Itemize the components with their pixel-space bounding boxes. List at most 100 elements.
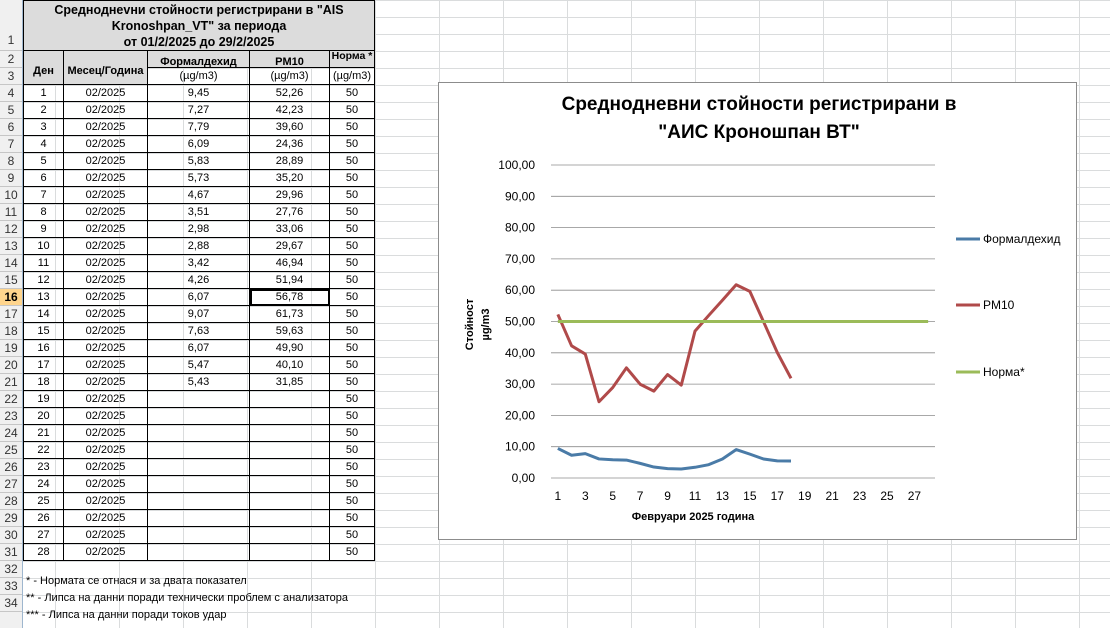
column-header-month[interactable]: Месец/Година: [64, 51, 148, 85]
cell-n[interactable]: 50: [330, 391, 375, 408]
cell-month[interactable]: 02/2025: [64, 85, 148, 102]
cell-day[interactable]: 1: [23, 85, 64, 102]
cell-f[interactable]: 4,67: [148, 187, 250, 204]
cell-pm[interactable]: 40,10: [250, 357, 330, 374]
cell-n[interactable]: 50: [330, 119, 375, 136]
cell-day[interactable]: 9: [23, 221, 64, 238]
cell-n[interactable]: 50: [330, 459, 375, 476]
cell-day[interactable]: 23: [23, 459, 64, 476]
cell-n[interactable]: 50: [330, 425, 375, 442]
row-number[interactable]: 14: [0, 255, 22, 272]
cell-f[interactable]: 6,07: [148, 340, 250, 357]
cell-f[interactable]: 9,45: [148, 85, 250, 102]
cell-f[interactable]: 5,73: [148, 170, 250, 187]
row-number[interactable]: 7: [0, 136, 22, 153]
cell-day[interactable]: 15: [23, 323, 64, 340]
cell-f[interactable]: 3,51: [148, 204, 250, 221]
cell-n[interactable]: 50: [330, 272, 375, 289]
cell-pm[interactable]: [250, 476, 330, 493]
cell-n[interactable]: 50: [330, 153, 375, 170]
cell-f[interactable]: [148, 425, 250, 442]
cell-pm[interactable]: [250, 493, 330, 510]
cell-month[interactable]: 02/2025: [64, 204, 148, 221]
cell-n[interactable]: 50: [330, 289, 375, 306]
cell-pm[interactable]: 46,94: [250, 255, 330, 272]
line-chart[interactable]: Среднодневни стойности регистрирани в "А…: [438, 82, 1077, 540]
row-header-column[interactable]: 1 2 3 4 5 6 7 8 9 10 11 12 13 14 15 16 17 18 19 20 21 22 23 24 2…: [0, 0, 23, 628]
cell-pm[interactable]: 56,78: [250, 289, 330, 306]
row-number[interactable]: 21: [0, 374, 22, 391]
cell-month[interactable]: 02/2025: [64, 102, 148, 119]
cell-day[interactable]: 16: [23, 340, 64, 357]
cell-day[interactable]: 6: [23, 170, 64, 187]
cell-day[interactable]: 8: [23, 204, 64, 221]
row-number[interactable]: 6: [0, 119, 22, 136]
cell-pm[interactable]: [250, 527, 330, 544]
cell-day[interactable]: 24: [23, 476, 64, 493]
cell-pm[interactable]: [250, 544, 330, 561]
cell-f[interactable]: 5,83: [148, 153, 250, 170]
row-number[interactable]: 23: [0, 408, 22, 425]
row-number[interactable]: 8: [0, 153, 22, 170]
cell-f[interactable]: [148, 476, 250, 493]
cell-day[interactable]: 27: [23, 527, 64, 544]
cell-month[interactable]: 02/2025: [64, 510, 148, 527]
row-number[interactable]: 26: [0, 459, 22, 476]
unit-formaldehyde[interactable]: (µg/m3): [148, 68, 250, 85]
cell-month[interactable]: 02/2025: [64, 476, 148, 493]
row-number[interactable]: 3: [0, 68, 22, 85]
cell-n[interactable]: 50: [330, 323, 375, 340]
cell-n[interactable]: 50: [330, 306, 375, 323]
row-number[interactable]: 9: [0, 170, 22, 187]
cell-f[interactable]: 7,63: [148, 323, 250, 340]
cell-pm[interactable]: [250, 459, 330, 476]
row-number[interactable]: 11: [0, 204, 22, 221]
cell-pm[interactable]: 39,60: [250, 119, 330, 136]
cell-pm[interactable]: [250, 425, 330, 442]
row-number[interactable]: 27: [0, 476, 22, 493]
row-number[interactable]: 29: [0, 510, 22, 527]
cell-day[interactable]: 5: [23, 153, 64, 170]
cell-day[interactable]: 28: [23, 544, 64, 561]
row-number[interactable]: 16: [0, 289, 22, 306]
cell-pm[interactable]: 49,90: [250, 340, 330, 357]
cell-day[interactable]: 14: [23, 306, 64, 323]
row-number[interactable]: 34: [0, 595, 22, 612]
cell-day[interactable]: 19: [23, 391, 64, 408]
cell-pm[interactable]: 24,36: [250, 136, 330, 153]
cell-day[interactable]: 12: [23, 272, 64, 289]
cell-n[interactable]: 50: [330, 510, 375, 527]
cell-day[interactable]: 11: [23, 255, 64, 272]
cell-pm[interactable]: 28,89: [250, 153, 330, 170]
cell-f[interactable]: 2,88: [148, 238, 250, 255]
cell-n[interactable]: 50: [330, 238, 375, 255]
row-number[interactable]: 1: [0, 0, 22, 51]
cell-day[interactable]: 18: [23, 374, 64, 391]
cell-month[interactable]: 02/2025: [64, 255, 148, 272]
row-number[interactable]: 32: [0, 561, 22, 578]
cell-day[interactable]: 3: [23, 119, 64, 136]
cell-pm[interactable]: 29,67: [250, 238, 330, 255]
row-number[interactable]: 19: [0, 340, 22, 357]
cell-day[interactable]: 7: [23, 187, 64, 204]
cell-day[interactable]: 2: [23, 102, 64, 119]
cell-pm[interactable]: [250, 408, 330, 425]
row-number[interactable]: 30: [0, 527, 22, 544]
cell-n[interactable]: 50: [330, 340, 375, 357]
cell-month[interactable]: 02/2025: [64, 391, 148, 408]
cell-month[interactable]: 02/2025: [64, 238, 148, 255]
cell-day[interactable]: 13: [23, 289, 64, 306]
row-number[interactable]: 4: [0, 85, 22, 102]
cell-f[interactable]: 9,07: [148, 306, 250, 323]
cell-month[interactable]: 02/2025: [64, 442, 148, 459]
cell-month[interactable]: 02/2025: [64, 170, 148, 187]
cell-pm[interactable]: [250, 510, 330, 527]
cell-n[interactable]: 50: [330, 170, 375, 187]
row-number[interactable]: 13: [0, 238, 22, 255]
cell-n[interactable]: 50: [330, 442, 375, 459]
cell-n[interactable]: 50: [330, 476, 375, 493]
cell-pm[interactable]: 42,23: [250, 102, 330, 119]
cell-month[interactable]: 02/2025: [64, 323, 148, 340]
table-title[interactable]: Средноднevни стойности регистрирани в "A…: [23, 0, 375, 51]
cell-month[interactable]: 02/2025: [64, 119, 148, 136]
